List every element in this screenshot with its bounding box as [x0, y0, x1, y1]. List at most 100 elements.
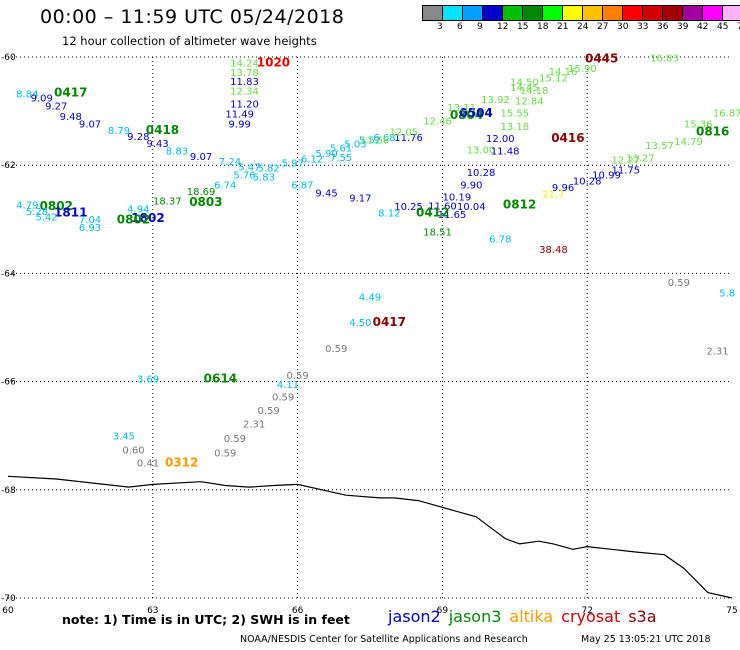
wave-height-label: 10.25: [394, 202, 423, 213]
wave-height-label: 10.99: [592, 171, 621, 182]
x-tick-label: 75: [726, 606, 737, 616]
x-tick-label: 66: [292, 606, 304, 616]
wave-height-label: 5.90: [315, 149, 337, 160]
wave-height-label: 14.18: [520, 86, 549, 97]
wave-height-label: 38.48: [539, 245, 568, 256]
wave-height-label: 13.18: [500, 122, 529, 133]
wave-height-label: 8.83: [166, 146, 188, 157]
wave-height-label: 9.99: [229, 119, 251, 130]
legend-s3a: s3a: [628, 607, 657, 626]
colorbar-swatch: [483, 6, 503, 20]
wave-height-label: 0.59: [258, 406, 280, 417]
wave-height-label: 8.79: [108, 126, 130, 137]
wave-height-label: 14.79: [674, 137, 703, 148]
colorbar-swatch: [663, 6, 683, 20]
wave-height-label: 16.83: [650, 53, 679, 64]
wave-height-label: 12.84: [515, 97, 544, 108]
y-tick-label: -68: [1, 486, 16, 496]
wave-height-label: 11.65: [438, 210, 467, 221]
wave-height-label: 6.74: [214, 180, 236, 191]
chart-subtitle: 12 hour collection of altimeter wave hei…: [62, 34, 317, 48]
x-tick-label: 69: [437, 606, 449, 616]
colorbar-swatch: [723, 6, 740, 20]
colorbar-label: 39: [677, 22, 689, 32]
wave-height-label: 5.03: [344, 139, 366, 150]
wave-height-label: 12.27: [611, 156, 640, 167]
wave-height-label: 5.61: [330, 144, 352, 155]
legend-jason2: jason2: [388, 607, 441, 626]
wave-height-label: 5.8: [719, 289, 735, 300]
time-label: 0802: [40, 199, 73, 213]
wave-height-label: 7.04: [79, 215, 101, 226]
wave-height-label: 6.12: [301, 154, 323, 165]
wave-height-label: 12.34: [230, 86, 259, 97]
wave-height-label: 5.42: [35, 212, 57, 223]
wave-height-label: 4.79: [16, 200, 38, 211]
time-label: 0802: [117, 213, 150, 227]
colorbar-swatch: [543, 6, 563, 20]
wave-height-label: 3.45: [113, 431, 135, 442]
y-tick-label: -66: [1, 378, 16, 388]
y-tick-label: -70: [1, 594, 16, 604]
colorbar: [422, 5, 740, 21]
y-tick-label: -64: [1, 269, 16, 279]
wave-height-label: 0.41: [137, 459, 159, 470]
wave-height-label: 4.94: [127, 204, 149, 215]
time-label: 0504: [459, 106, 492, 120]
colorbar-swatch: [603, 6, 623, 20]
colorbar-label: 30: [617, 22, 629, 32]
wave-height-label: 9.09: [31, 93, 53, 104]
colorbar-swatch: [443, 6, 463, 20]
wave-height-label: 0.59: [668, 278, 690, 289]
colorbar-label: 21: [557, 22, 569, 32]
wave-height-label: 8.12: [378, 209, 400, 220]
time-label: 0804: [450, 108, 483, 122]
colorbar-swatch: [423, 6, 443, 20]
colorbar-label: 33: [637, 22, 649, 32]
wave-height-label: 14.16: [549, 67, 578, 78]
wave-height-label: 0.59: [286, 371, 308, 382]
wave-height-label: 12.00: [486, 134, 515, 145]
wave-height-label: 5.28: [26, 207, 48, 218]
time-label: 0418: [146, 123, 179, 137]
footnote: note: 1) Time is in UTC; 2) SWH is in fe…: [62, 612, 350, 627]
time-label: 0412: [416, 206, 449, 220]
wave-height-label: 11.60: [428, 202, 457, 213]
coastline: [7, 475, 733, 599]
wave-height-label: 9.90: [460, 180, 482, 191]
colorbar-label: 36: [657, 22, 669, 32]
wave-height-label: 4.50: [349, 318, 371, 329]
wave-height-label: 14.24: [230, 59, 259, 70]
colorbar-swatch: [643, 6, 663, 20]
wave-height-label: 13.57: [645, 141, 674, 152]
wave-height-label: 11.66: [361, 136, 390, 147]
wave-height-label: 15.36: [684, 119, 713, 130]
legend-cryosat: cryosat: [561, 607, 621, 626]
wave-height-label: 9.48: [60, 112, 82, 123]
wave-height-label: 11.49: [225, 110, 254, 121]
wave-height-label: 12.46: [423, 117, 452, 128]
wave-height-label: 10.04: [457, 202, 486, 213]
wave-height-label: 5.52: [359, 136, 381, 147]
time-label: 0816: [696, 124, 729, 138]
time-label: 0417: [54, 85, 87, 99]
wave-height-label: 15.55: [500, 109, 529, 120]
wave-height-label: 13.00: [467, 145, 496, 156]
wave-height-label: 9.17: [349, 193, 371, 204]
wave-height-label: 6.87: [291, 180, 313, 191]
colorbar-label: 45: [717, 22, 729, 32]
wave-height-label: 12.05: [389, 127, 418, 138]
time-label: 0812: [503, 197, 536, 211]
wave-height-label: 9.96: [552, 183, 574, 194]
wave-height-label: 8.84: [16, 90, 38, 101]
colorbar-label: 15: [517, 22, 529, 32]
wave-height-label: 16.87: [713, 109, 740, 120]
time-label: 0614: [204, 372, 237, 386]
colorbar-label: 12: [497, 22, 509, 32]
colorbar-label: 6: [457, 22, 463, 32]
grid-lines: [8, 56, 732, 599]
wave-height-label: 7.55: [330, 153, 352, 164]
wave-height-label: 0.60: [122, 446, 144, 457]
